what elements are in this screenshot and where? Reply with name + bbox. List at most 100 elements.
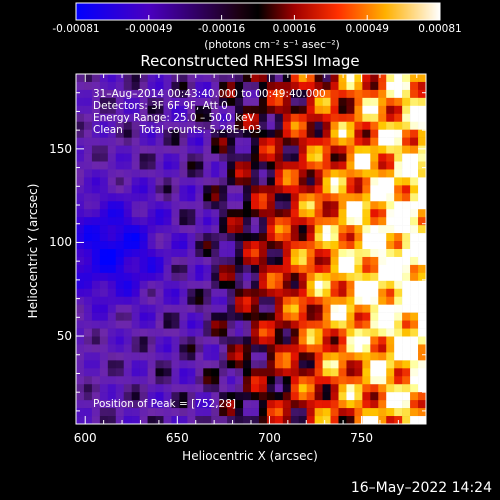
heatmap-cell [211,392,220,401]
heatmap-cell [314,89,323,99]
heatmap-cell [179,312,188,321]
heatmap-cell [179,185,188,194]
heatmap-cell [394,352,403,361]
heatmap-cell [251,392,260,401]
heatmap-cell [147,201,156,210]
heatmap-cell [195,145,204,154]
heatmap-cell [378,225,387,234]
heatmap-cell [147,376,156,385]
heatmap-cell [290,74,300,83]
heatmap-cell [354,89,363,99]
heatmap-cell [338,97,347,107]
heatmap-cell [282,264,292,274]
heatmap-cell [211,209,220,218]
heatmap-cell [258,336,268,345]
heatmap-cell [131,264,140,274]
heatmap-cell [139,233,148,242]
heatmap-cell [243,384,252,393]
heatmap-cell [227,296,236,305]
heatmap-cell [163,336,172,345]
heatmap-cell [282,209,292,218]
heatmap-cell [362,209,371,218]
heatmap-cell [394,241,403,250]
heatmap-cell [187,129,196,138]
heatmap-cell [290,161,300,170]
heatmap-cell [243,304,252,313]
heatmap-cell [131,209,140,218]
heatmap-cell [139,320,148,329]
heatmap-cell [227,153,236,162]
heatmap-cell [179,89,188,99]
heatmap-cell [402,177,411,186]
heatmap-cell [314,360,323,369]
heatmap-cell [338,264,347,274]
heatmap-cell [394,225,403,234]
heatmap-cell [410,225,419,234]
heatmap-cell [211,225,220,234]
heatmap-cell [394,74,403,83]
heatmap-cell [274,368,284,377]
heatmap-cell [322,145,331,154]
heatmap-cell [76,264,85,274]
heatmap-cell [243,376,252,385]
heatmap-cell [258,344,268,353]
heatmap-cell [243,217,252,226]
heatmap-cell [83,225,93,234]
heatmap-cell [378,368,387,377]
heatmap-cell [76,416,85,425]
heatmap-cell [187,320,196,329]
heatmap-cell [314,209,323,218]
heatmap-cell [203,376,212,385]
heatmap-cell [91,185,101,194]
heatmap-cell [107,384,117,393]
heatmap-cell [306,145,315,154]
heatmap-cell [147,408,156,417]
heatmap-cell [99,201,109,210]
heatmap-cell [386,360,395,369]
heatmap-cell [83,169,93,178]
heatmap-cell [370,336,379,345]
heatmap-cell [402,392,411,401]
heatmap-cell [290,89,300,99]
heatmap-cell [139,81,148,91]
heatmap-cell [155,233,164,242]
heatmap-cell [330,137,339,146]
heatmap-cell [187,137,196,146]
heatmap-cell [394,249,403,258]
heatmap-cell [155,209,164,218]
heatmap-cell [107,129,117,138]
heatmap-cell [282,105,292,115]
heatmap-cell [155,169,164,178]
heatmap-cell [322,264,331,274]
heatmap-cell [418,280,427,290]
heatmap-cell [386,376,395,385]
heatmap-cell [362,185,371,194]
heatmap-cell [99,217,109,226]
heatmap-cell [219,288,228,298]
heatmap-cell [139,400,148,409]
heatmap-cell [195,312,204,321]
heatmap-cell [346,416,355,425]
heatmap-cell [362,272,371,282]
heatmap-cell [330,97,339,107]
heatmap-cell [115,161,125,170]
heatmap-cell [179,113,188,123]
heatmap-cell [298,376,307,385]
heatmap-cell [386,161,395,170]
heatmap-cell [354,376,363,385]
heatmap-cell [266,217,276,226]
heatmap-cell [338,225,347,234]
heatmap-cell [362,344,371,353]
heatmap-cell [107,249,117,258]
heatmap-cell [274,97,284,107]
heatmap-cell [139,392,148,401]
heatmap-cell [338,360,347,369]
heatmap-cell [394,304,403,313]
heatmap-cell [410,320,419,329]
heatmap-cell [306,74,315,83]
heatmap-cell [266,296,276,305]
heatmap-cell [386,81,395,91]
heatmap-cell [243,320,252,329]
heatmap-cell [179,74,188,83]
heatmap-cell [107,368,117,377]
